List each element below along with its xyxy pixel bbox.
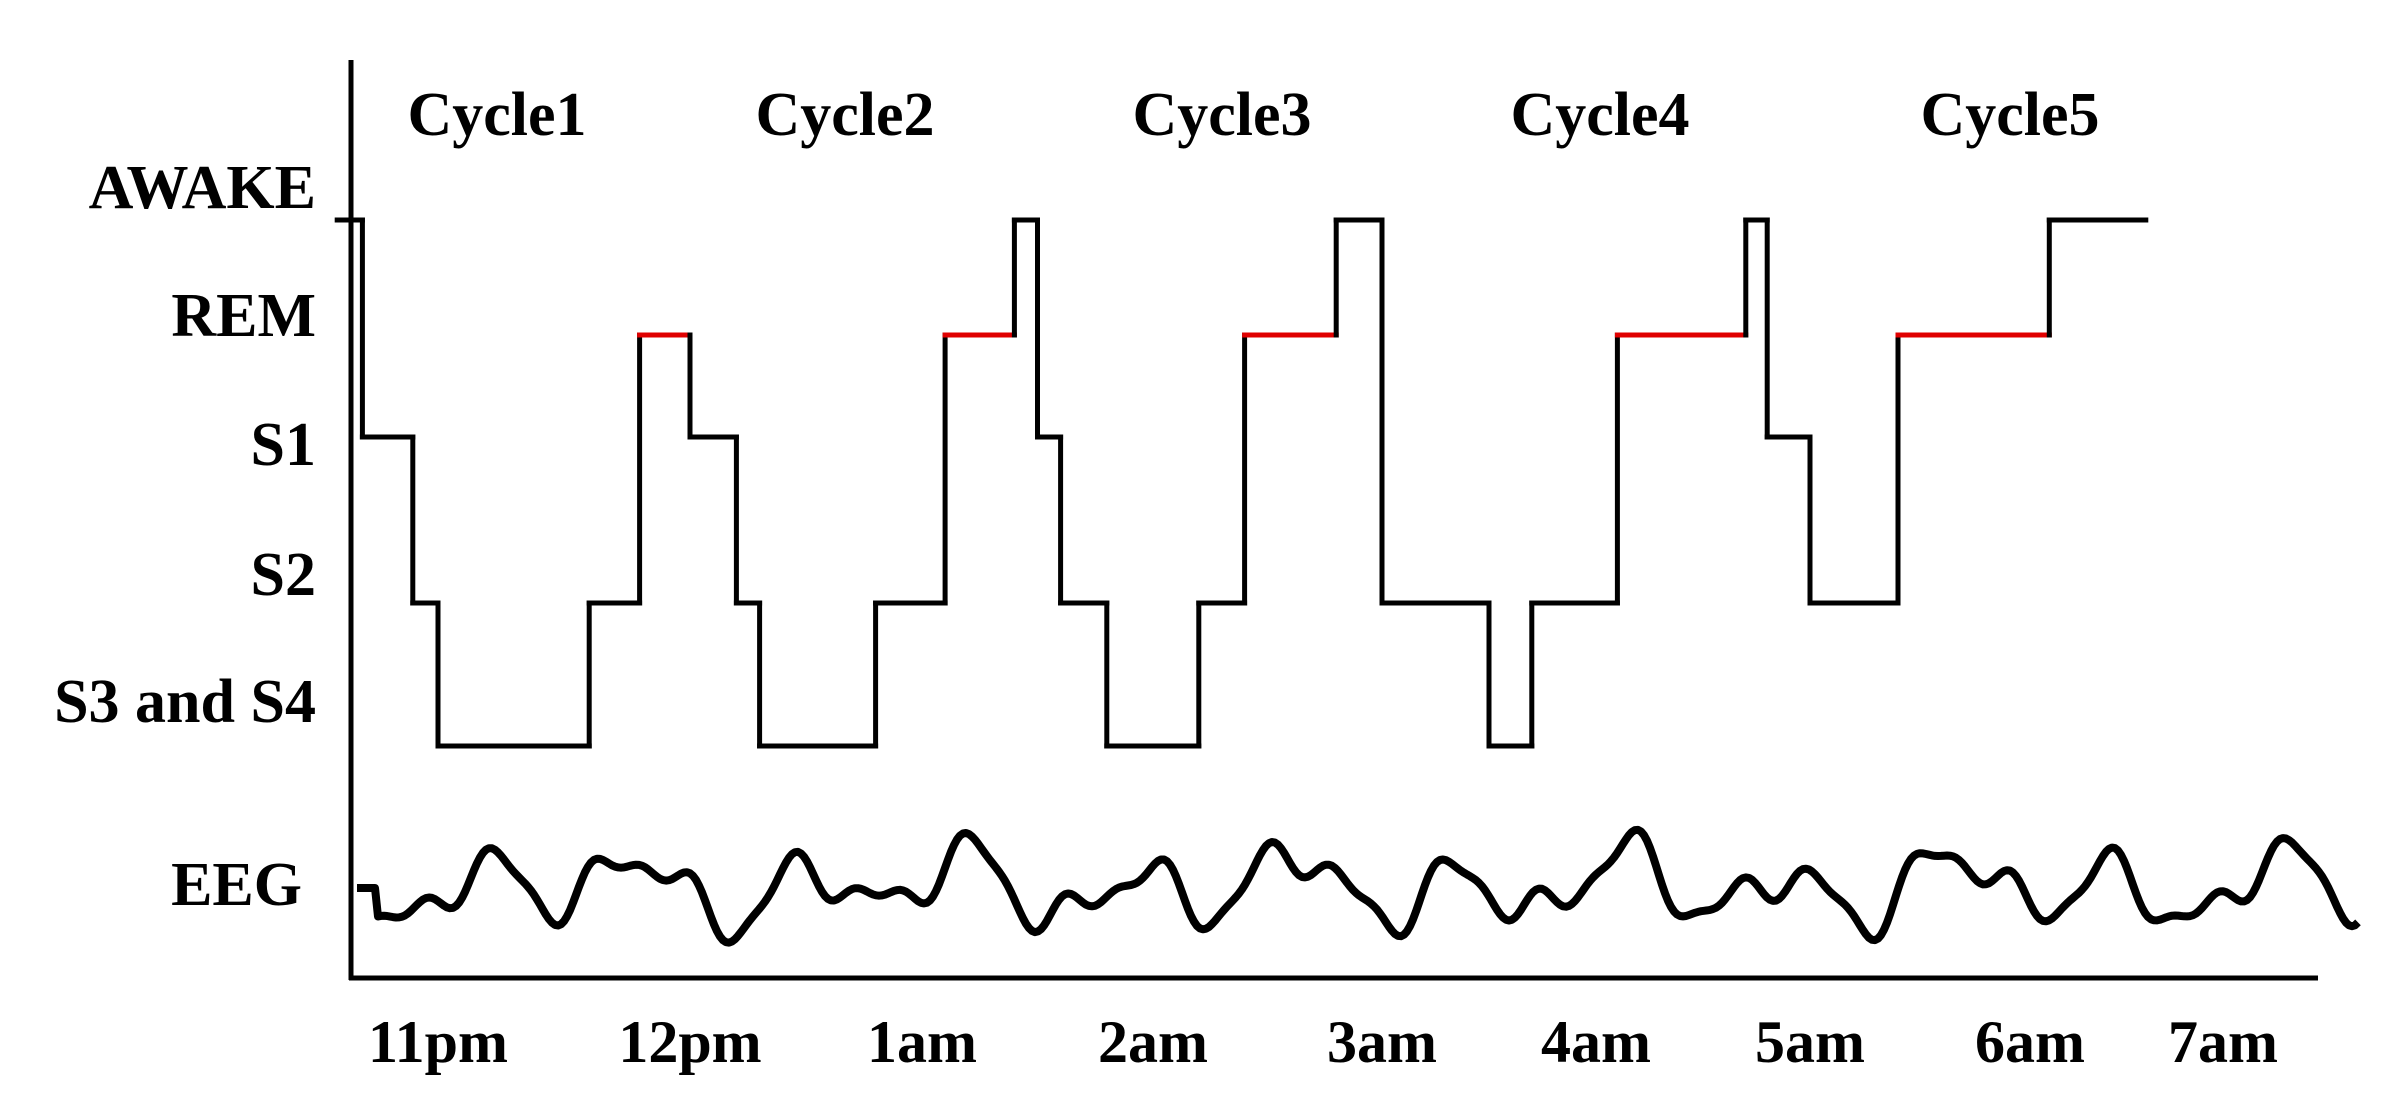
x-tick-label: 11pm: [368, 1009, 508, 1075]
eeg-label: EEG: [171, 851, 302, 919]
stage-label-awake: AWAKE: [89, 154, 316, 222]
hypnogram: [334, 217, 2149, 749]
x-tick-label: 12pm: [618, 1009, 761, 1075]
stage-label-rem: REM: [171, 282, 316, 350]
x-tick-label: 6am: [1975, 1009, 2085, 1075]
eeg-trace: [356, 825, 2361, 947]
stage-label-s2: S2: [251, 541, 316, 609]
x-tick-label: 7am: [2168, 1009, 2278, 1075]
x-tick-label: 5am: [1755, 1009, 1865, 1075]
stage-label-s3-s4: S3 and S4: [54, 668, 316, 736]
cycle-label-5: Cycle5: [1920, 81, 2099, 149]
x-tick-label: 4am: [1541, 1009, 1651, 1075]
x-tick-label: 1am: [867, 1009, 977, 1075]
cycle-label-4: Cycle4: [1510, 81, 1689, 149]
cycle-label-1: Cycle1: [407, 81, 586, 149]
x-tick-label: 2am: [1098, 1009, 1208, 1075]
stage-label-s1: S1: [251, 411, 316, 479]
x-tick-label: 3am: [1327, 1009, 1437, 1075]
cycle-label-2: Cycle2: [755, 81, 934, 149]
cycle-label-3: Cycle3: [1132, 81, 1311, 149]
